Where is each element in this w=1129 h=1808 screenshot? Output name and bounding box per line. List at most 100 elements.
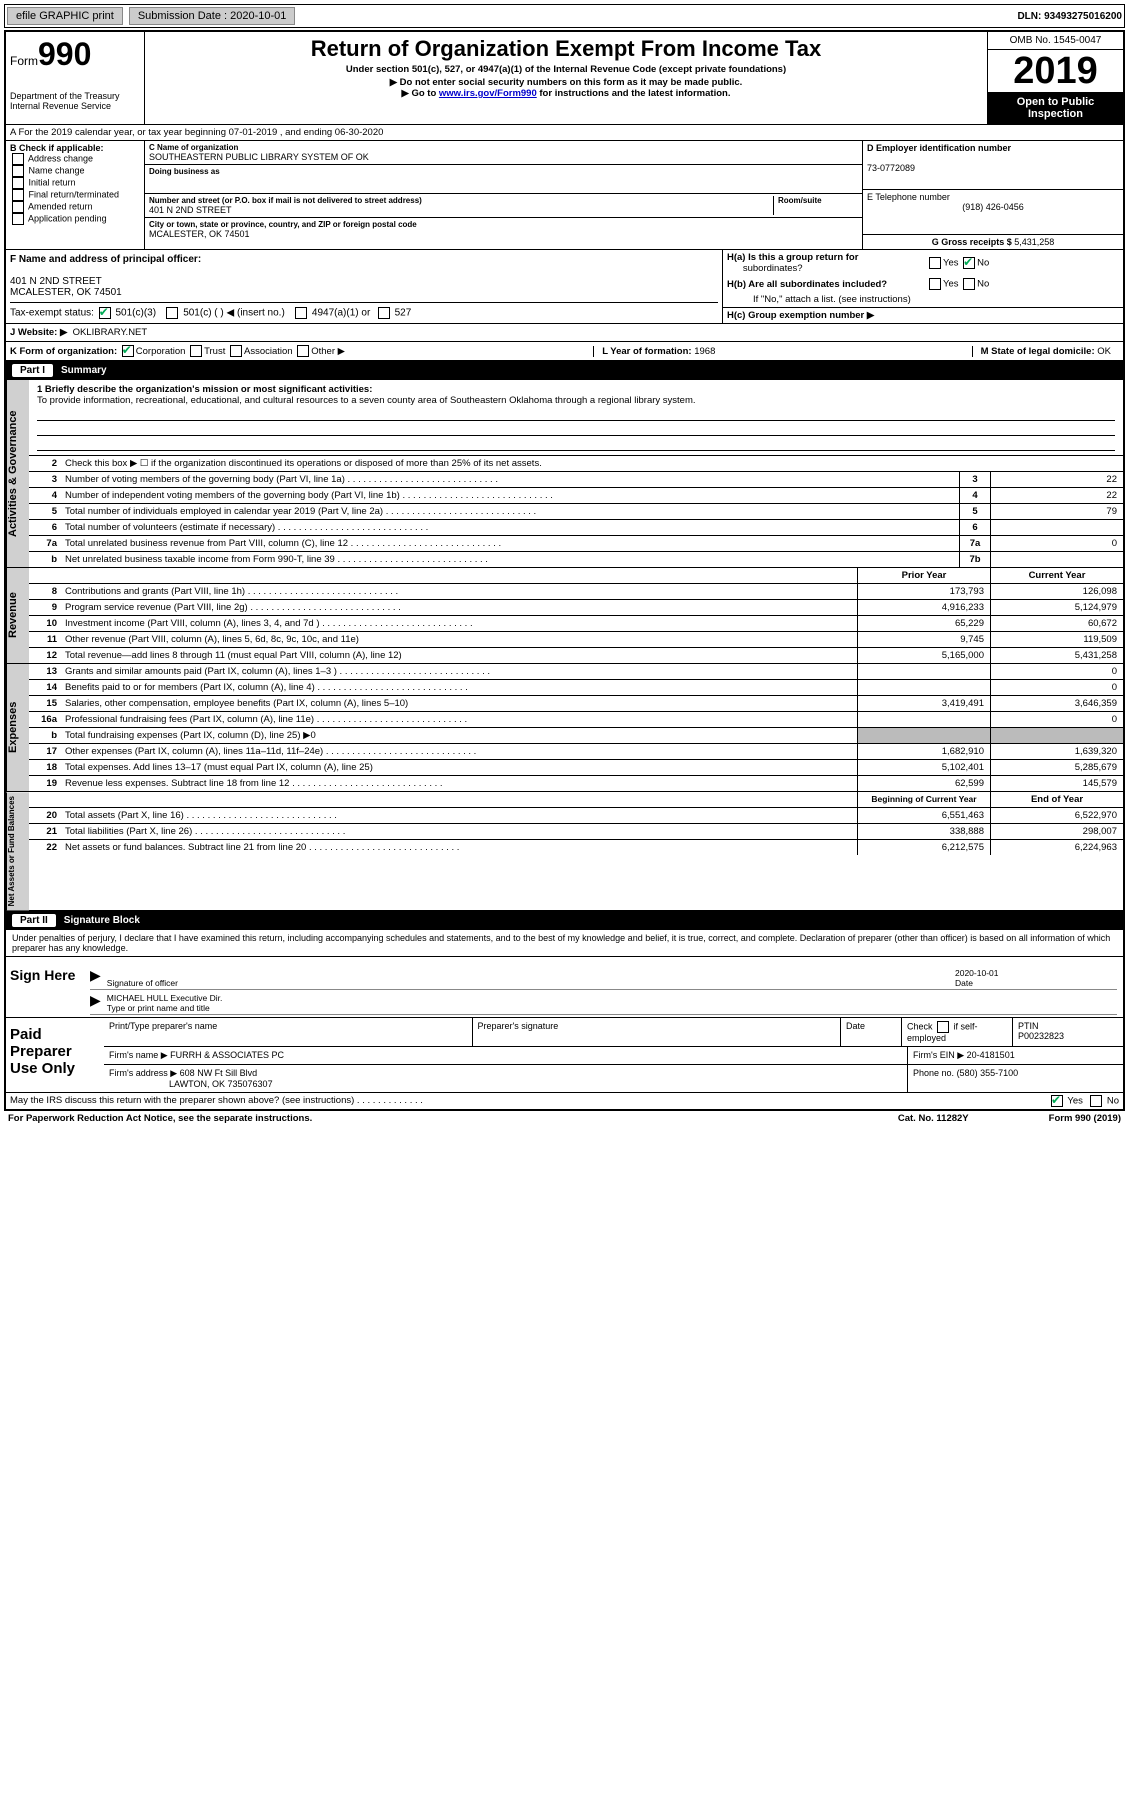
line8-curr: 126,098	[990, 584, 1123, 599]
line16a-curr: 0	[990, 712, 1123, 727]
part1-label: Part I	[12, 364, 53, 377]
dln-value: 93493275016200	[1044, 11, 1122, 22]
preparer-sig-hdr: Preparer's signature	[472, 1018, 841, 1046]
discuss-yes: Yes	[1067, 1096, 1083, 1107]
ha-no-checkbox[interactable]	[963, 257, 975, 269]
other-checkbox[interactable]	[297, 345, 309, 357]
name-change-checkbox[interactable]	[12, 165, 24, 177]
trust-checkbox[interactable]	[190, 345, 202, 357]
line5-val: 79	[990, 504, 1123, 519]
amended-return-checkbox[interactable]	[12, 201, 24, 213]
assoc-checkbox[interactable]	[230, 345, 242, 357]
corp-checkbox[interactable]	[122, 345, 134, 357]
form-org-label: K Form of organization:	[10, 346, 117, 357]
efile-print-button[interactable]: efile GRAPHIC print	[7, 7, 123, 25]
section-b: B Check if applicable: Address change Na…	[6, 141, 145, 249]
hdr-beginning: Beginning of Current Year	[857, 792, 990, 807]
submission-date-button[interactable]: Submission Date : 2020-10-01	[129, 7, 296, 25]
hdr-current-year: Current Year	[990, 568, 1123, 583]
org-name: SOUTHEASTERN PUBLIC LIBRARY SYSTEM OF OK	[149, 152, 858, 162]
paid-preparer-block: Paid Preparer Use Only Print/Type prepar…	[6, 1017, 1123, 1092]
domicile: OK	[1097, 346, 1111, 357]
arrow-icon: ▶	[90, 992, 105, 1014]
website-label: J Website: ▶	[10, 327, 67, 338]
tax-status-label: Tax-exempt status:	[10, 308, 94, 319]
ha-yes-checkbox[interactable]	[929, 257, 941, 269]
officer-name-label: Type or print name and title	[107, 1003, 210, 1013]
line16b-curr	[990, 728, 1123, 743]
section-b-header: B Check if applicable:	[10, 143, 104, 153]
entity-row: B Check if applicable: Address change Na…	[6, 141, 1123, 250]
irs-link[interactable]: www.irs.gov/Form990	[439, 88, 537, 99]
org-city: MCALESTER, OK 74501	[149, 229, 858, 239]
phone-value: (918) 426-0456	[867, 202, 1119, 212]
header-right: OMB No. 1545-0047 2019 Open to Public In…	[987, 32, 1123, 124]
governance-block: Activities & Governance 1 Briefly descri…	[6, 380, 1123, 568]
application-pending-checkbox[interactable]	[12, 213, 24, 225]
527-checkbox[interactable]	[378, 307, 390, 319]
vtab-netassets: Net Assets or Fund Balances	[6, 792, 29, 910]
self-employed-pre: Check	[907, 1022, 933, 1032]
submission-date-value: 2020-10-01	[230, 10, 286, 22]
line7b-ref: 7b	[959, 552, 990, 567]
public-inspection: Open to Public Inspection	[988, 92, 1123, 124]
footer-right: Form 990 (2019)	[1049, 1113, 1121, 1124]
initial-return-checkbox[interactable]	[12, 177, 24, 189]
firm-phone: (580) 355-7100	[957, 1068, 1019, 1078]
4947-checkbox[interactable]	[295, 307, 307, 319]
line10-prior: 65,229	[857, 616, 990, 631]
ein-label: D Employer identification number	[867, 143, 1011, 153]
line18-curr: 5,285,679	[990, 760, 1123, 775]
opt-application-pending: Application pending	[28, 213, 107, 223]
line19-desc: Revenue less expenses. Subtract line 18 …	[61, 776, 857, 791]
discuss-row: May the IRS discuss this return with the…	[6, 1092, 1123, 1109]
line20-desc: Total assets (Part X, line 16)	[61, 808, 857, 823]
line15-curr: 3,646,359	[990, 696, 1123, 711]
discuss-no-checkbox[interactable]	[1090, 1095, 1102, 1107]
hb-yes-checkbox[interactable]	[929, 278, 941, 290]
fh-row: F Name and address of principal officer:…	[6, 250, 1123, 324]
501c3-checkbox[interactable]	[99, 307, 111, 319]
opt-trust: Trust	[204, 346, 225, 357]
501c-checkbox[interactable]	[166, 307, 178, 319]
ptin-label: PTIN	[1018, 1021, 1039, 1031]
line7b-desc: Net unrelated business taxable income fr…	[61, 552, 959, 567]
line9-curr: 5,124,979	[990, 600, 1123, 615]
paid-preparer-label: Paid Preparer Use Only	[6, 1018, 104, 1092]
line14-curr: 0	[990, 680, 1123, 695]
line20-beg: 6,551,463	[857, 808, 990, 823]
final-return-checkbox[interactable]	[12, 189, 24, 201]
line9-desc: Program service revenue (Part VIII, line…	[61, 600, 857, 615]
mission-text: To provide information, recreational, ed…	[37, 395, 696, 406]
line18-prior: 5,102,401	[857, 760, 990, 775]
top-bar: efile GRAPHIC print Submission Date : 20…	[4, 4, 1125, 28]
page-footer: For Paperwork Reduction Act Notice, see …	[4, 1111, 1125, 1126]
dept-treasury: Department of the Treasury Internal Reve…	[10, 91, 140, 111]
address-change-checkbox[interactable]	[12, 153, 24, 165]
expenses-block: Expenses 13Grants and similar amounts pa…	[6, 664, 1123, 792]
line17-desc: Other expenses (Part IX, column (A), lin…	[61, 744, 857, 759]
self-employed-checkbox[interactable]	[937, 1021, 949, 1033]
domicile-label: M State of legal domicile:	[981, 346, 1095, 357]
footer-left: For Paperwork Reduction Act Notice, see …	[8, 1113, 898, 1124]
opt-assoc: Association	[244, 346, 293, 357]
opt-final-return: Final return/terminated	[29, 189, 120, 199]
hb-no-checkbox[interactable]	[963, 278, 975, 290]
discuss-no: No	[1107, 1096, 1119, 1107]
part2-label: Part II	[12, 914, 56, 927]
firm-addr2: LAWTON, OK 735076307	[169, 1079, 273, 1089]
opt-address-change: Address change	[28, 153, 93, 163]
discuss-yes-checkbox[interactable]	[1051, 1095, 1063, 1107]
line16b-desc: Total fundraising expenses (Part IX, col…	[61, 728, 857, 743]
line7a-desc: Total unrelated business revenue from Pa…	[61, 536, 959, 551]
section-f: F Name and address of principal officer:…	[6, 250, 722, 323]
part2-title: Signature Block	[64, 915, 140, 926]
vtab-expenses: Expenses	[6, 664, 29, 791]
header-left: Form990 Department of the Treasury Inter…	[6, 32, 145, 124]
line16a-prior	[857, 712, 990, 727]
line11-prior: 9,745	[857, 632, 990, 647]
year-formation: 1968	[694, 346, 715, 357]
officer-addr1: 401 N 2ND STREET	[10, 276, 102, 287]
inst2-post: for instructions and the latest informat…	[537, 88, 731, 99]
room-label: Room/suite	[778, 196, 858, 205]
